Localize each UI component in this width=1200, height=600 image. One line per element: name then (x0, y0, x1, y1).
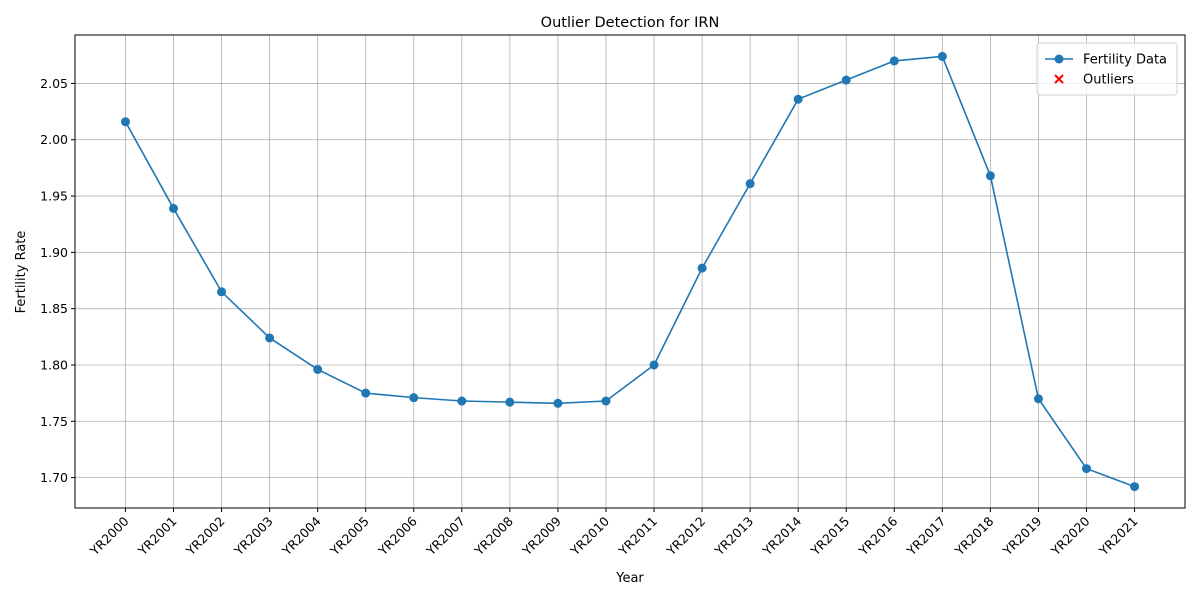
y-tick-label: 1.70 (40, 470, 68, 485)
x-tick-label: YR2004 (278, 513, 323, 558)
marker (409, 393, 419, 403)
chart-title: Outlier Detection for IRN (541, 15, 720, 31)
y-tick-label: 1.95 (40, 189, 68, 204)
marker (937, 51, 947, 61)
x-tick-label: YR2007 (423, 514, 468, 559)
x-tick-label: YR2015 (807, 514, 852, 559)
plot-frame (74, 34, 1186, 509)
y-tick-label: 1.80 (40, 357, 68, 372)
legend-label: Outliers (1083, 73, 1134, 88)
marker (1054, 74, 1064, 84)
x-tick-label: YR2016 (855, 513, 900, 558)
x-tick-label: YR2020 (1047, 513, 1092, 558)
marker (1081, 464, 1091, 474)
y-axis-label: Fertility Rate (14, 231, 29, 314)
marker (169, 203, 179, 213)
legend-box (1036, 42, 1178, 96)
x-tick-label: YR2021 (1095, 514, 1140, 559)
x-tick-label: YR2001 (134, 514, 179, 559)
y-tick-label: 2.00 (40, 132, 68, 147)
marker (745, 179, 755, 189)
marker (985, 171, 995, 181)
marker (889, 56, 899, 66)
marker (120, 117, 130, 127)
x-tick-label: YR2011 (615, 514, 660, 559)
marker (553, 398, 563, 408)
marker (457, 396, 467, 406)
x-tick-label: YR2012 (663, 514, 708, 559)
x-tick-label: YR2014 (759, 513, 804, 558)
marker (793, 94, 803, 104)
x-tick-label: YR2005 (326, 514, 371, 559)
y-tick-label: 1.75 (40, 414, 68, 429)
series-line (124, 55, 1135, 488)
x-axis-label: Year (615, 571, 644, 586)
x-tick-label: YR2018 (951, 513, 996, 558)
marker (217, 287, 227, 297)
y-tick-label: 1.90 (40, 245, 68, 260)
x-tick-label: YR2008 (471, 513, 516, 558)
legend-label: Fertility Data (1083, 53, 1167, 68)
marker (265, 333, 275, 343)
x-tick-label: YR2003 (230, 514, 275, 559)
x-tick-label: YR2006 (375, 513, 420, 558)
x-tick-label: YR2010 (567, 513, 612, 558)
x-tick-label: YR2013 (711, 514, 756, 559)
x-tick-label: YR2009 (519, 513, 564, 558)
marker (1033, 394, 1043, 404)
marker (841, 75, 851, 85)
marker (505, 397, 515, 407)
marker (649, 360, 659, 370)
marker (1130, 482, 1140, 492)
marker (697, 263, 707, 273)
marker (313, 364, 323, 374)
y-tick-label: 1.85 (40, 301, 68, 316)
marker (361, 388, 371, 398)
x-tick-label: YR2000 (86, 513, 131, 558)
y-tick-label: 2.05 (40, 76, 68, 91)
marker (601, 396, 611, 406)
x-tick-label: YR2019 (999, 513, 1044, 558)
marker (1054, 54, 1064, 64)
x-tick-label: YR2002 (182, 514, 227, 559)
x-tick-label: YR2017 (903, 514, 948, 559)
